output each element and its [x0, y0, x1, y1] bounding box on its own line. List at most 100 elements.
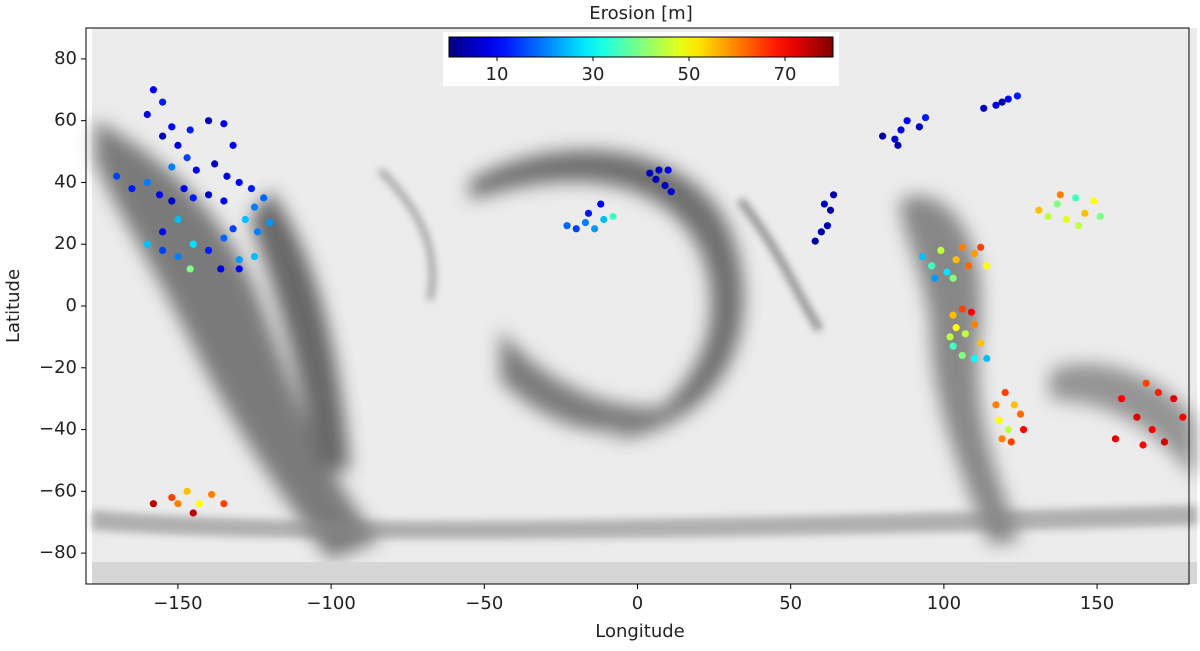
- colorbar-tick-label: 70: [774, 64, 797, 85]
- point: [204, 246, 213, 254]
- point: [250, 252, 259, 261]
- point: [1081, 209, 1089, 217]
- point: [563, 222, 571, 230]
- point: [260, 194, 268, 202]
- x-tick-label: 100: [927, 593, 961, 614]
- y-tick-label: −20: [39, 357, 77, 378]
- point: [143, 240, 151, 248]
- point: [970, 249, 979, 258]
- point: [952, 256, 960, 264]
- point: [652, 175, 660, 183]
- point: [1010, 401, 1018, 409]
- point: [597, 200, 605, 208]
- point: [998, 435, 1006, 443]
- point: [829, 191, 838, 199]
- point: [1170, 395, 1178, 403]
- point: [266, 219, 274, 227]
- point: [1016, 410, 1025, 418]
- point: [204, 117, 213, 125]
- point: [253, 228, 262, 236]
- point: [168, 197, 176, 205]
- point: [1007, 438, 1015, 446]
- point: [655, 166, 663, 174]
- point: [961, 330, 969, 338]
- point: [155, 191, 164, 199]
- point: [817, 228, 825, 236]
- point: [1062, 215, 1071, 224]
- point: [581, 219, 590, 227]
- point: [229, 141, 237, 149]
- point: [949, 342, 957, 350]
- point: [183, 154, 191, 162]
- point: [970, 320, 979, 329]
- colorbar-label: Erosion [m]: [589, 3, 693, 24]
- point: [189, 509, 197, 517]
- point: [952, 324, 960, 332]
- point: [992, 401, 1000, 409]
- point: [174, 252, 182, 261]
- y-tick-label: −40: [39, 419, 77, 440]
- point: [600, 215, 608, 224]
- point: [646, 169, 654, 177]
- point: [958, 243, 966, 251]
- y-tick-label: 80: [54, 48, 77, 69]
- point: [168, 123, 176, 131]
- point: [823, 222, 832, 230]
- point: [220, 234, 228, 242]
- point: [946, 333, 954, 341]
- point: [667, 188, 675, 196]
- point: [220, 120, 228, 128]
- point: [931, 274, 939, 282]
- point: [168, 163, 176, 171]
- point: [223, 172, 231, 180]
- point: [664, 166, 672, 174]
- point: [998, 98, 1006, 106]
- point: [1019, 425, 1028, 434]
- point: [1035, 206, 1043, 214]
- point: [584, 209, 593, 217]
- point: [1053, 200, 1061, 208]
- point: [983, 262, 991, 270]
- point: [958, 351, 966, 360]
- x-tick-label: −100: [306, 593, 355, 614]
- point: [928, 262, 936, 270]
- x-tick-label: 150: [1080, 593, 1114, 614]
- y-tick-label: −80: [39, 542, 77, 563]
- point: [1148, 425, 1156, 434]
- colorbar-bar: [448, 36, 834, 58]
- point: [1096, 212, 1104, 221]
- point: [964, 262, 973, 270]
- point: [1111, 435, 1120, 443]
- relief-map: [92, 28, 1197, 584]
- y-tick-label: 20: [54, 233, 77, 254]
- point: [995, 416, 1003, 424]
- point: [180, 185, 188, 193]
- point: [1139, 441, 1147, 449]
- point: [661, 181, 669, 190]
- y-tick-label: 0: [66, 295, 77, 316]
- point: [1004, 425, 1012, 434]
- point: [168, 493, 176, 502]
- point: [247, 185, 256, 193]
- point: [217, 265, 225, 273]
- point: [229, 225, 237, 233]
- point: [174, 500, 182, 508]
- point: [811, 237, 819, 245]
- point: [186, 126, 194, 134]
- point: [1142, 379, 1150, 387]
- point: [1075, 222, 1083, 230]
- point: [158, 228, 167, 236]
- point: [591, 225, 599, 233]
- x-tick-label: 0: [632, 593, 643, 614]
- point: [174, 141, 182, 149]
- point: [826, 206, 835, 214]
- point: [241, 215, 249, 224]
- point: [970, 354, 979, 363]
- point: [949, 311, 957, 319]
- point: [879, 132, 887, 140]
- point: [158, 246, 167, 254]
- point: [128, 185, 136, 193]
- point: [1004, 95, 1012, 103]
- y-tick-label: 40: [54, 171, 77, 192]
